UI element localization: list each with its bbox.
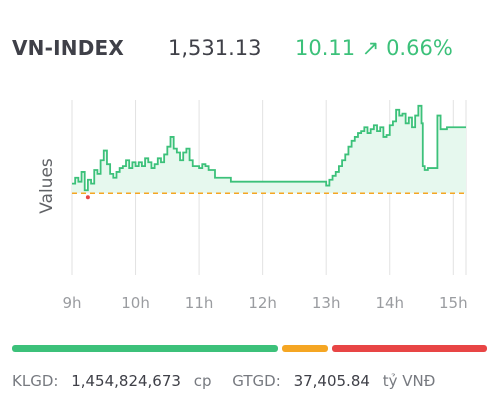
price-area xyxy=(72,105,466,194)
price-area-layer xyxy=(72,105,466,194)
volume-label: KLGD: xyxy=(12,372,59,390)
index-name: VN-INDEX xyxy=(12,36,124,60)
intraday-chart: 9h 10h 11h 12h 13h 14h 15h Values xyxy=(37,100,468,312)
y-axis-label: Values xyxy=(37,158,57,214)
value-unit: tỷ VNĐ xyxy=(382,372,436,390)
value-value: 37,405.84 xyxy=(293,372,370,390)
x-tick-label: 11h xyxy=(185,294,214,312)
volume-unit: cp xyxy=(193,372,212,390)
x-tick-label: 10h xyxy=(121,294,150,312)
value-label: GTGD: xyxy=(232,372,281,390)
index-header: VN-INDEX 1,531.13 10.11 ↗ 0.66% xyxy=(12,32,492,66)
price-line xyxy=(72,104,466,192)
advancing-segment xyxy=(12,345,279,352)
price-marker xyxy=(85,195,90,200)
x-tick-label: 12h xyxy=(248,294,277,312)
market-breadth-bar xyxy=(12,345,487,352)
x-tick-label: 14h xyxy=(375,294,404,312)
price-line-layer xyxy=(72,104,466,192)
index-value: 1,531.13 xyxy=(168,36,262,60)
volume-value: 1,454,824,673 xyxy=(71,372,181,390)
index-change: 10.11 ↗ 0.66% xyxy=(295,36,453,60)
declining-segment xyxy=(332,345,487,352)
unchanged-segment xyxy=(282,345,329,352)
x-tick-label: 15h xyxy=(439,294,468,312)
x-tick-label: 9h xyxy=(62,294,81,312)
trading-summary: KLGD: 1,454,824,673 cp GTGD: 37,405.84 t… xyxy=(12,372,435,390)
marker-layer xyxy=(85,195,90,200)
x-axis-ticks: 9h 10h 11h 12h 13h 14h 15h xyxy=(62,294,467,312)
x-tick-label: 13h xyxy=(312,294,341,312)
